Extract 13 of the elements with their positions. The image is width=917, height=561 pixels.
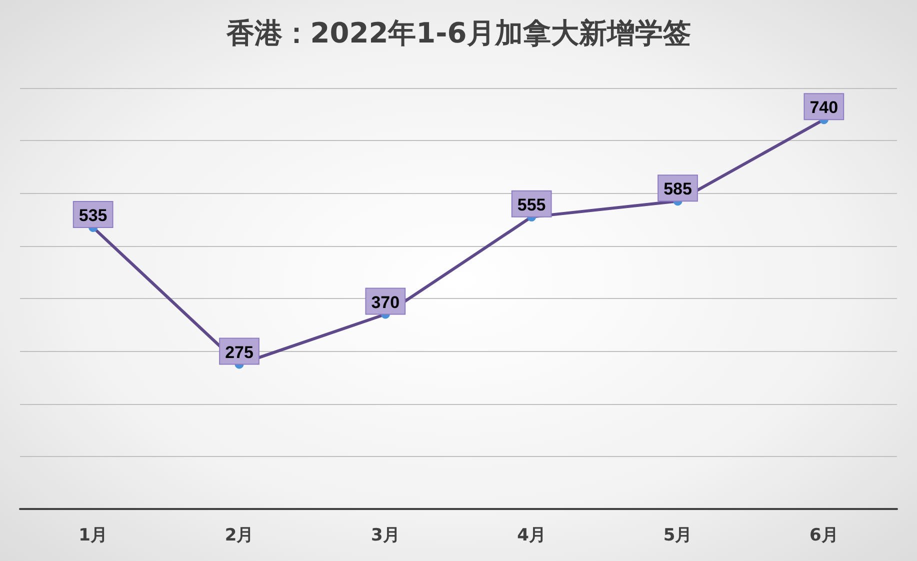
x-tick-label: 5月 xyxy=(663,526,692,546)
chart-title: 香港：2022年1-6月加拿大新增学签 xyxy=(225,16,691,50)
x-tick-label: 1月 xyxy=(78,526,108,546)
x-tick-label: 4月 xyxy=(517,526,546,546)
x-tick-label: 3月 xyxy=(370,526,400,546)
data-label: 535 xyxy=(78,206,108,225)
data-label: 585 xyxy=(664,180,692,199)
data-label: 555 xyxy=(517,195,546,214)
data-label: 275 xyxy=(225,342,254,362)
data-label: 740 xyxy=(810,98,838,118)
data-label: 370 xyxy=(371,292,400,312)
x-tick-label: 6月 xyxy=(809,526,838,546)
x-tick-label: 2月 xyxy=(224,526,254,546)
